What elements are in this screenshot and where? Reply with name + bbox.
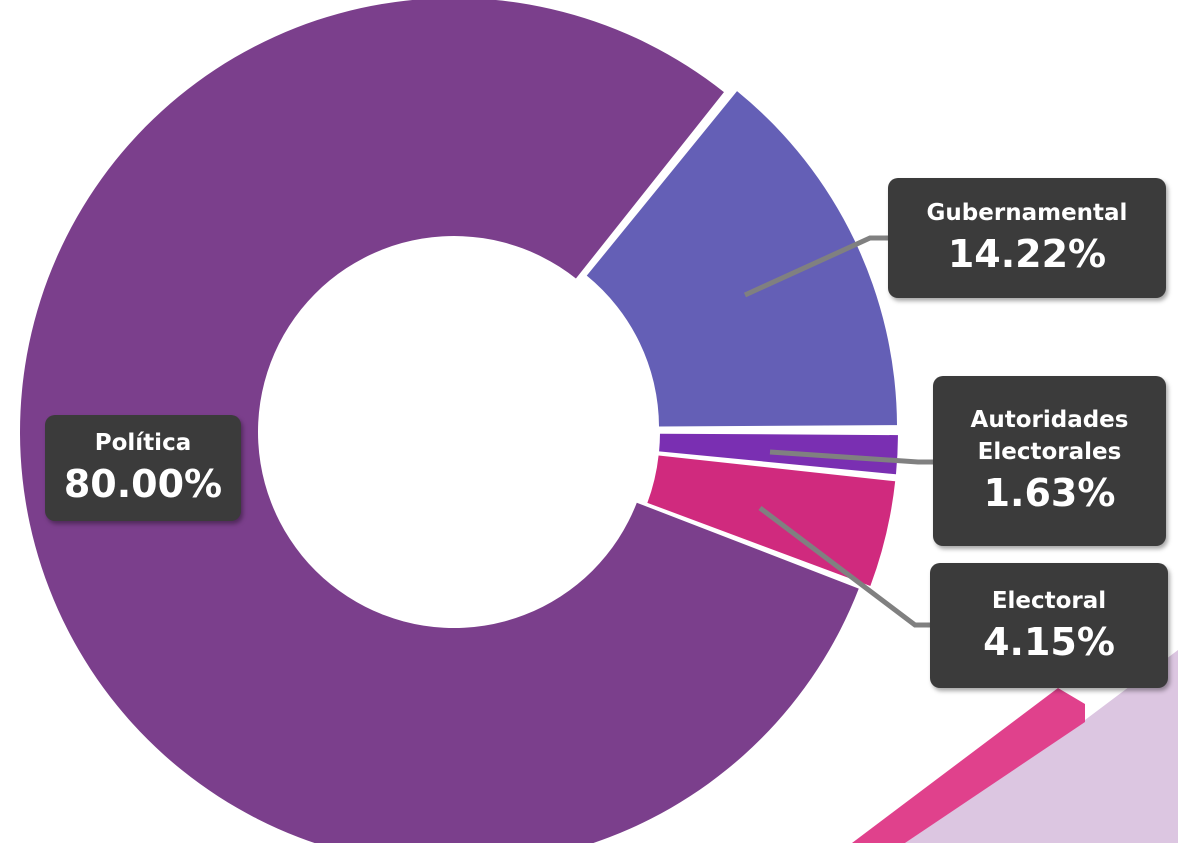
donut-slice	[20, 0, 859, 843]
decoration	[905, 650, 1178, 843]
leader-line	[769, 449, 933, 465]
label-value: 80.00%	[63, 462, 223, 506]
leader-line	[758, 506, 930, 628]
leader-line	[743, 235, 888, 298]
label-value: 14.22%	[947, 232, 1107, 276]
label-category: Electoral	[991, 587, 1107, 614]
label-value: 4.15%	[983, 619, 1115, 664]
data-label: Gubernamental 14.22%	[888, 178, 1166, 298]
label-category: Gubernamental	[926, 200, 1128, 226]
decoration	[852, 688, 1085, 843]
label-category: Autoridades Electorales	[970, 407, 1129, 465]
donut-slice	[647, 455, 896, 587]
data-label: Electoral 4.15%	[930, 563, 1168, 688]
data-label: Autoridades Electorales 1.63%	[933, 376, 1166, 546]
data-label: Política 80.00%	[45, 415, 241, 521]
label-category: Política	[94, 430, 192, 456]
label-value: 1.63%	[983, 471, 1116, 515]
donut-slice	[586, 91, 898, 427]
